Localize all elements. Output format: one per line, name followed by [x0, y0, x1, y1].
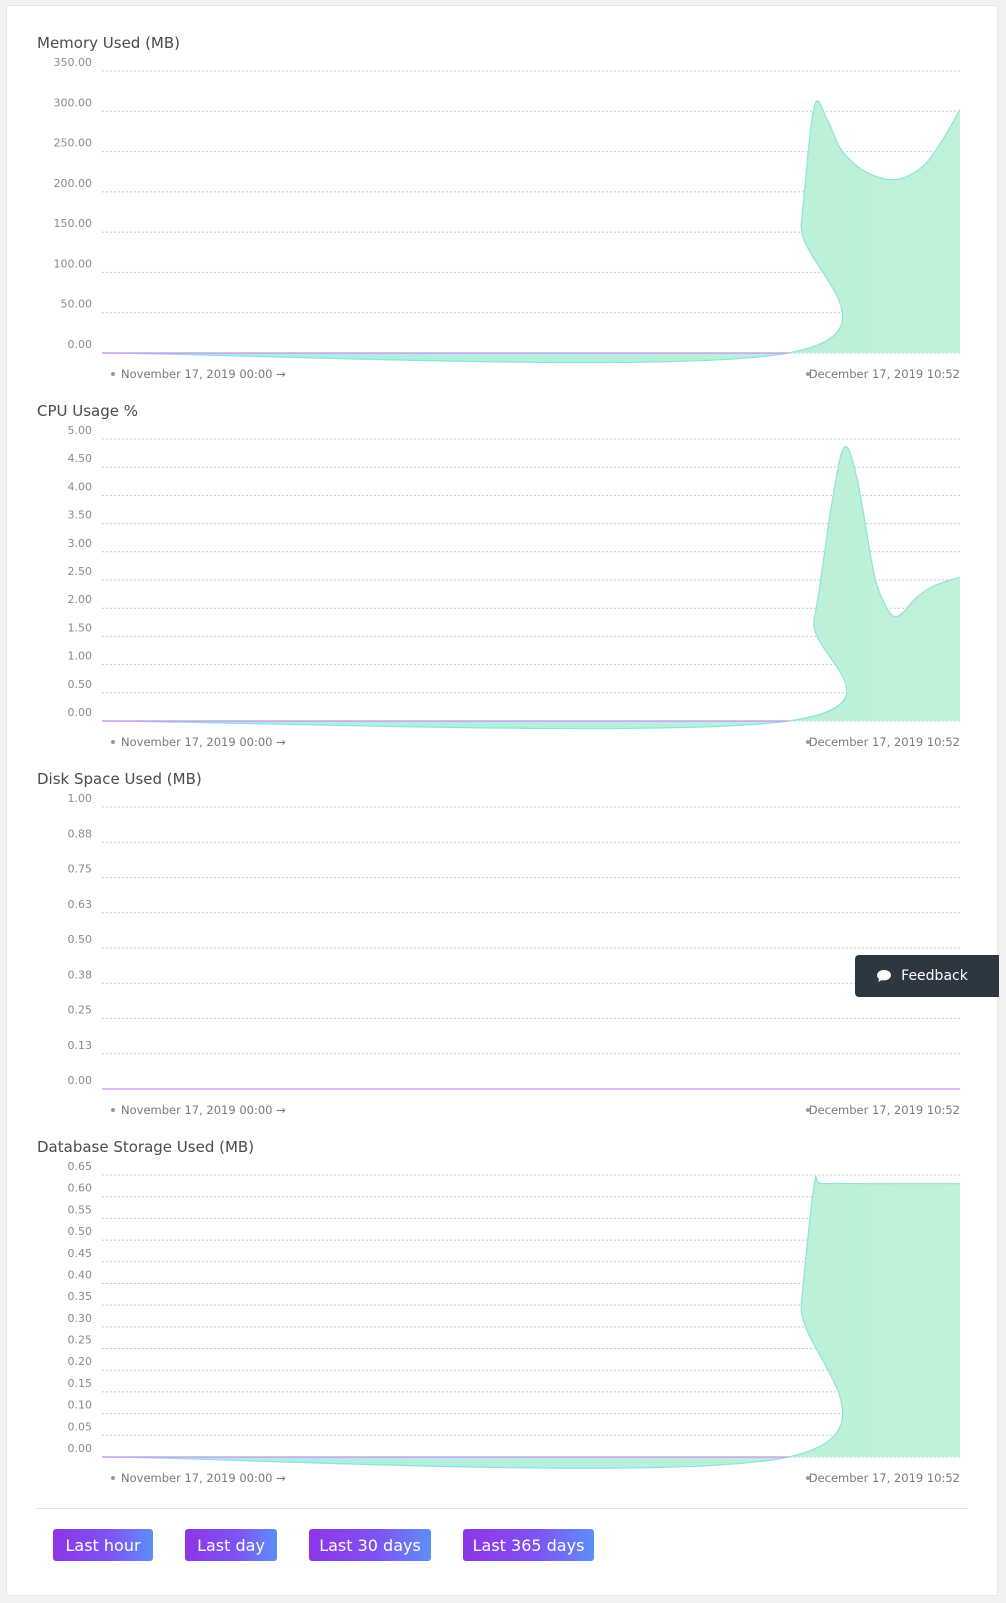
series-line: [101, 1175, 960, 1469]
y-tick-label: 1.50: [68, 621, 93, 634]
y-tick-label: 0.10: [68, 1399, 93, 1412]
y-tick-label: 1.00: [68, 792, 93, 805]
y-tick-label: 4.50: [68, 452, 93, 465]
end-date-label: December 17, 2019 10:52: [809, 1103, 960, 1117]
y-tick-label: 0.63: [68, 898, 93, 911]
y-tick-label: 0.00: [68, 1442, 93, 1455]
area-series: [102, 1176, 960, 1469]
chart-title: Disk Space Used (MB): [37, 770, 202, 788]
y-tick-label: 3.50: [68, 509, 93, 522]
y-tick-label: 2.00: [68, 593, 93, 606]
y-tick-label: 250.00: [54, 137, 93, 150]
y-tick-label: 0.60: [68, 1182, 93, 1195]
y-tick-label: 1.00: [68, 650, 93, 663]
end-dot: [806, 740, 810, 744]
series-line: [101, 100, 961, 364]
disk-chart-svg: 0.00 0.13 0.25 0.38 0.50 0.63 0.75 0.88 1.00 Nove…: [68, 792, 960, 1117]
chart-title: Database Storage Used (MB): [37, 1138, 255, 1156]
y-tick-label: 0.25: [68, 1004, 93, 1017]
y-tick-label: 0.38: [68, 968, 93, 981]
memory-chart-svg: 0.00 50.00 100.00 150.00 200.00 250.00 300.00 3…: [54, 56, 961, 381]
y-tick-label: 100.00: [54, 257, 93, 270]
y-tick-label: 3.00: [68, 537, 93, 550]
start-dot: [111, 1108, 115, 1112]
y-tick-label: 0.30: [68, 1312, 93, 1325]
last-30-days-button[interactable]: Last 30 days: [309, 1529, 431, 1561]
y-tick-label: 150.00: [54, 217, 93, 230]
start-date-label: November 17, 2019 00:00 →: [121, 735, 286, 749]
y-tick-label: 0.35: [68, 1290, 93, 1303]
cpu-chart: 0.00 0.50 1.00 1.50 2.00 2.50 3.00 3.50 4.00 4.50…: [0, 368, 1006, 749]
divider: [37, 1508, 968, 1509]
y-tick-label: 0.45: [68, 1247, 93, 1260]
y-tick-label: 0.75: [68, 863, 93, 876]
y-tick-label: 4.00: [68, 480, 93, 493]
y-tick-label: 2.50: [68, 565, 93, 578]
y-tick-label: 0.40: [68, 1268, 93, 1281]
y-tick-label: 0.20: [68, 1355, 93, 1368]
series-line: [101, 445, 961, 730]
y-tick-label: 0.00: [68, 1074, 93, 1087]
y-tick-label: 5.00: [68, 424, 93, 437]
cpu-chart-svg: 0.00 0.50 1.00 1.50 2.00 2.50 3.00 3.50 4.00 4.50…: [68, 424, 961, 749]
chat-bubble-icon: [877, 970, 892, 982]
y-tick-label: 0.65: [68, 1160, 93, 1173]
end-date-label: December 17, 2019 10:52: [809, 1471, 960, 1485]
y-tick-label: 0.25: [68, 1334, 93, 1347]
y-tick-label: 0.00: [68, 706, 93, 719]
y-tick-label: 0.50: [68, 678, 93, 691]
memory-chart: 0.00 50.00 100.00 150.00 200.00 250.00 300.00 3…: [0, 0, 1006, 381]
last-365-days-button[interactable]: Last 365 days: [463, 1529, 594, 1561]
start-date-label: November 17, 2019 00:00 →: [121, 1471, 286, 1485]
y-tick-label: 200.00: [54, 177, 93, 190]
y-tick-label: 0.88: [68, 827, 93, 840]
feedback-label: Feedback: [901, 968, 968, 984]
y-tick-label: 50.00: [61, 298, 93, 311]
disk-chart: 0.00 0.13 0.25 0.38 0.50 0.63 0.75 0.88 1.00 Nove…: [0, 736, 1006, 1117]
y-tick-label: 350.00: [54, 56, 93, 69]
y-tick-label: 0.55: [68, 1203, 93, 1216]
end-dot: [806, 1108, 810, 1112]
database-chart: 0.00 0.05 0.10 0.15 0.20 0.25 0.30 0.35 0.40 0.45…: [0, 1104, 1006, 1485]
last-hour-button[interactable]: Last hour: [53, 1529, 153, 1561]
chart-title: CPU Usage %: [37, 402, 139, 420]
y-tick-label: 0.50: [68, 933, 93, 946]
feedback-button[interactable]: Feedback: [855, 955, 999, 997]
y-tick-label: 0.15: [68, 1377, 93, 1390]
start-dot: [111, 740, 115, 744]
start-date-label: November 17, 2019 00:00 →: [121, 1103, 286, 1117]
end-dot: [806, 372, 810, 376]
end-dot: [806, 1476, 810, 1480]
start-dot: [111, 372, 115, 376]
chart-title: Memory Used (MB): [37, 34, 181, 52]
start-dot: [111, 1476, 115, 1480]
last-day-button[interactable]: Last day: [185, 1529, 277, 1561]
database-chart-svg: 0.00 0.05 0.10 0.15 0.20 0.25 0.30 0.35 0.40 0.45…: [68, 1160, 960, 1485]
y-tick-label: 0.50: [68, 1225, 93, 1238]
area-series: [102, 100, 960, 363]
y-tick-label: 0.00: [68, 338, 93, 351]
y-tick-label: 0.05: [68, 1420, 93, 1433]
end-date-label: December 17, 2019 10:52: [809, 735, 960, 749]
end-date-label: December 17, 2019 10:52: [809, 367, 960, 381]
y-tick-label: 300.00: [54, 96, 93, 109]
y-tick-label: 0.13: [68, 1039, 93, 1052]
start-date-label: November 17, 2019 00:00 →: [121, 367, 286, 381]
area-series: [102, 446, 960, 729]
